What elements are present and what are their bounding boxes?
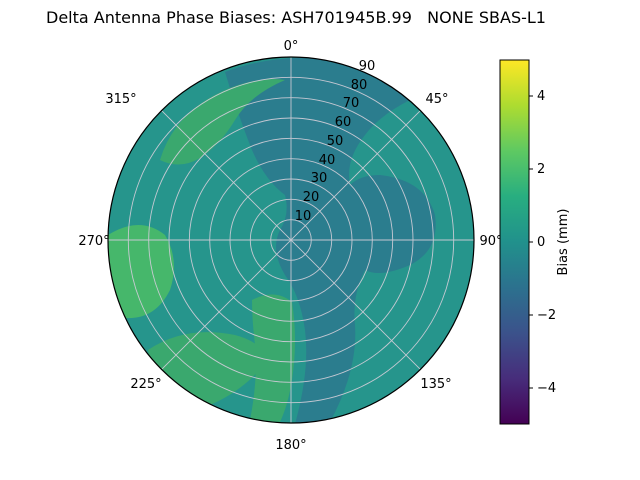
radial-label-30: 30	[311, 171, 328, 186]
colorbar-tick-m4: −4	[537, 381, 556, 396]
radial-label-70: 70	[343, 96, 360, 111]
theta-label-0: 0°	[284, 39, 299, 54]
theta-label-180: 180°	[275, 438, 306, 453]
contour-green-arc-upper-left	[160, 79, 285, 165]
colorbar-tick-0: 0	[537, 235, 545, 250]
colorbar-tick-2: 2	[537, 162, 545, 177]
contour-green-patch-left	[108, 225, 174, 319]
contour-dark-band	[225, 57, 436, 423]
chart-title: Delta Antenna Phase Biases: ASH701945B.9…	[46, 8, 546, 27]
radial-label-10: 10	[295, 209, 312, 224]
contour-green-column-bottom	[250, 294, 295, 422]
polar-outline	[107, 56, 475, 424]
theta-label-90: 90°	[479, 234, 502, 249]
radial-label-20: 20	[303, 190, 320, 205]
theta-labels: 0° 45° 90° 135° 180° 225° 270° 315°	[78, 39, 502, 453]
radial-label-40: 40	[319, 153, 336, 168]
theta-label-270: 270°	[78, 234, 109, 249]
colorbar-ticks	[529, 95, 533, 389]
colorbar-tick-m2: −2	[537, 308, 556, 323]
radial-labels: 10 20 30 40 50 60 70 80 90	[295, 59, 376, 224]
radial-label-80: 80	[351, 78, 368, 93]
colorbar-axis-label: Bias (mm)	[556, 209, 571, 276]
colorbar: 4 2 0 −2 −4 Bias (mm)	[499, 59, 571, 425]
theta-label-315: 315°	[105, 92, 136, 107]
polar-grid	[108, 57, 474, 423]
radial-label-50: 50	[327, 134, 344, 149]
theta-label-45: 45°	[425, 92, 448, 107]
radial-label-60: 60	[335, 115, 352, 130]
colorbar-tick-4: 4	[537, 89, 545, 104]
theta-label-225: 225°	[130, 377, 161, 392]
colorbar-gradient	[499, 59, 530, 425]
radial-label-90: 90	[359, 59, 376, 74]
theta-label-135: 135°	[420, 377, 451, 392]
